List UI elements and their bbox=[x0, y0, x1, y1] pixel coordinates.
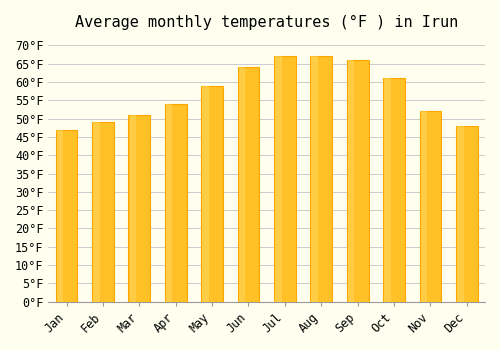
Bar bbox=[238, 68, 260, 302]
Bar bbox=[166, 104, 172, 302]
Bar bbox=[310, 56, 332, 302]
Bar bbox=[202, 86, 209, 302]
Bar bbox=[275, 56, 281, 302]
Bar bbox=[420, 111, 442, 302]
Bar bbox=[93, 122, 100, 302]
Bar bbox=[56, 130, 64, 302]
Bar bbox=[384, 78, 391, 302]
Bar bbox=[201, 86, 223, 302]
Bar bbox=[56, 130, 78, 302]
Bar bbox=[92, 122, 114, 302]
Bar bbox=[312, 56, 318, 302]
Bar bbox=[346, 60, 368, 302]
Bar bbox=[456, 126, 477, 302]
Bar bbox=[128, 115, 150, 302]
Bar bbox=[238, 68, 245, 302]
Bar bbox=[274, 56, 296, 302]
Bar bbox=[457, 126, 464, 302]
Title: Average monthly temperatures (°F ) in Irun: Average monthly temperatures (°F ) in Ir… bbox=[75, 15, 458, 30]
Bar bbox=[420, 111, 427, 302]
Bar bbox=[383, 78, 405, 302]
Bar bbox=[348, 60, 354, 302]
Bar bbox=[130, 115, 136, 302]
Bar bbox=[165, 104, 186, 302]
